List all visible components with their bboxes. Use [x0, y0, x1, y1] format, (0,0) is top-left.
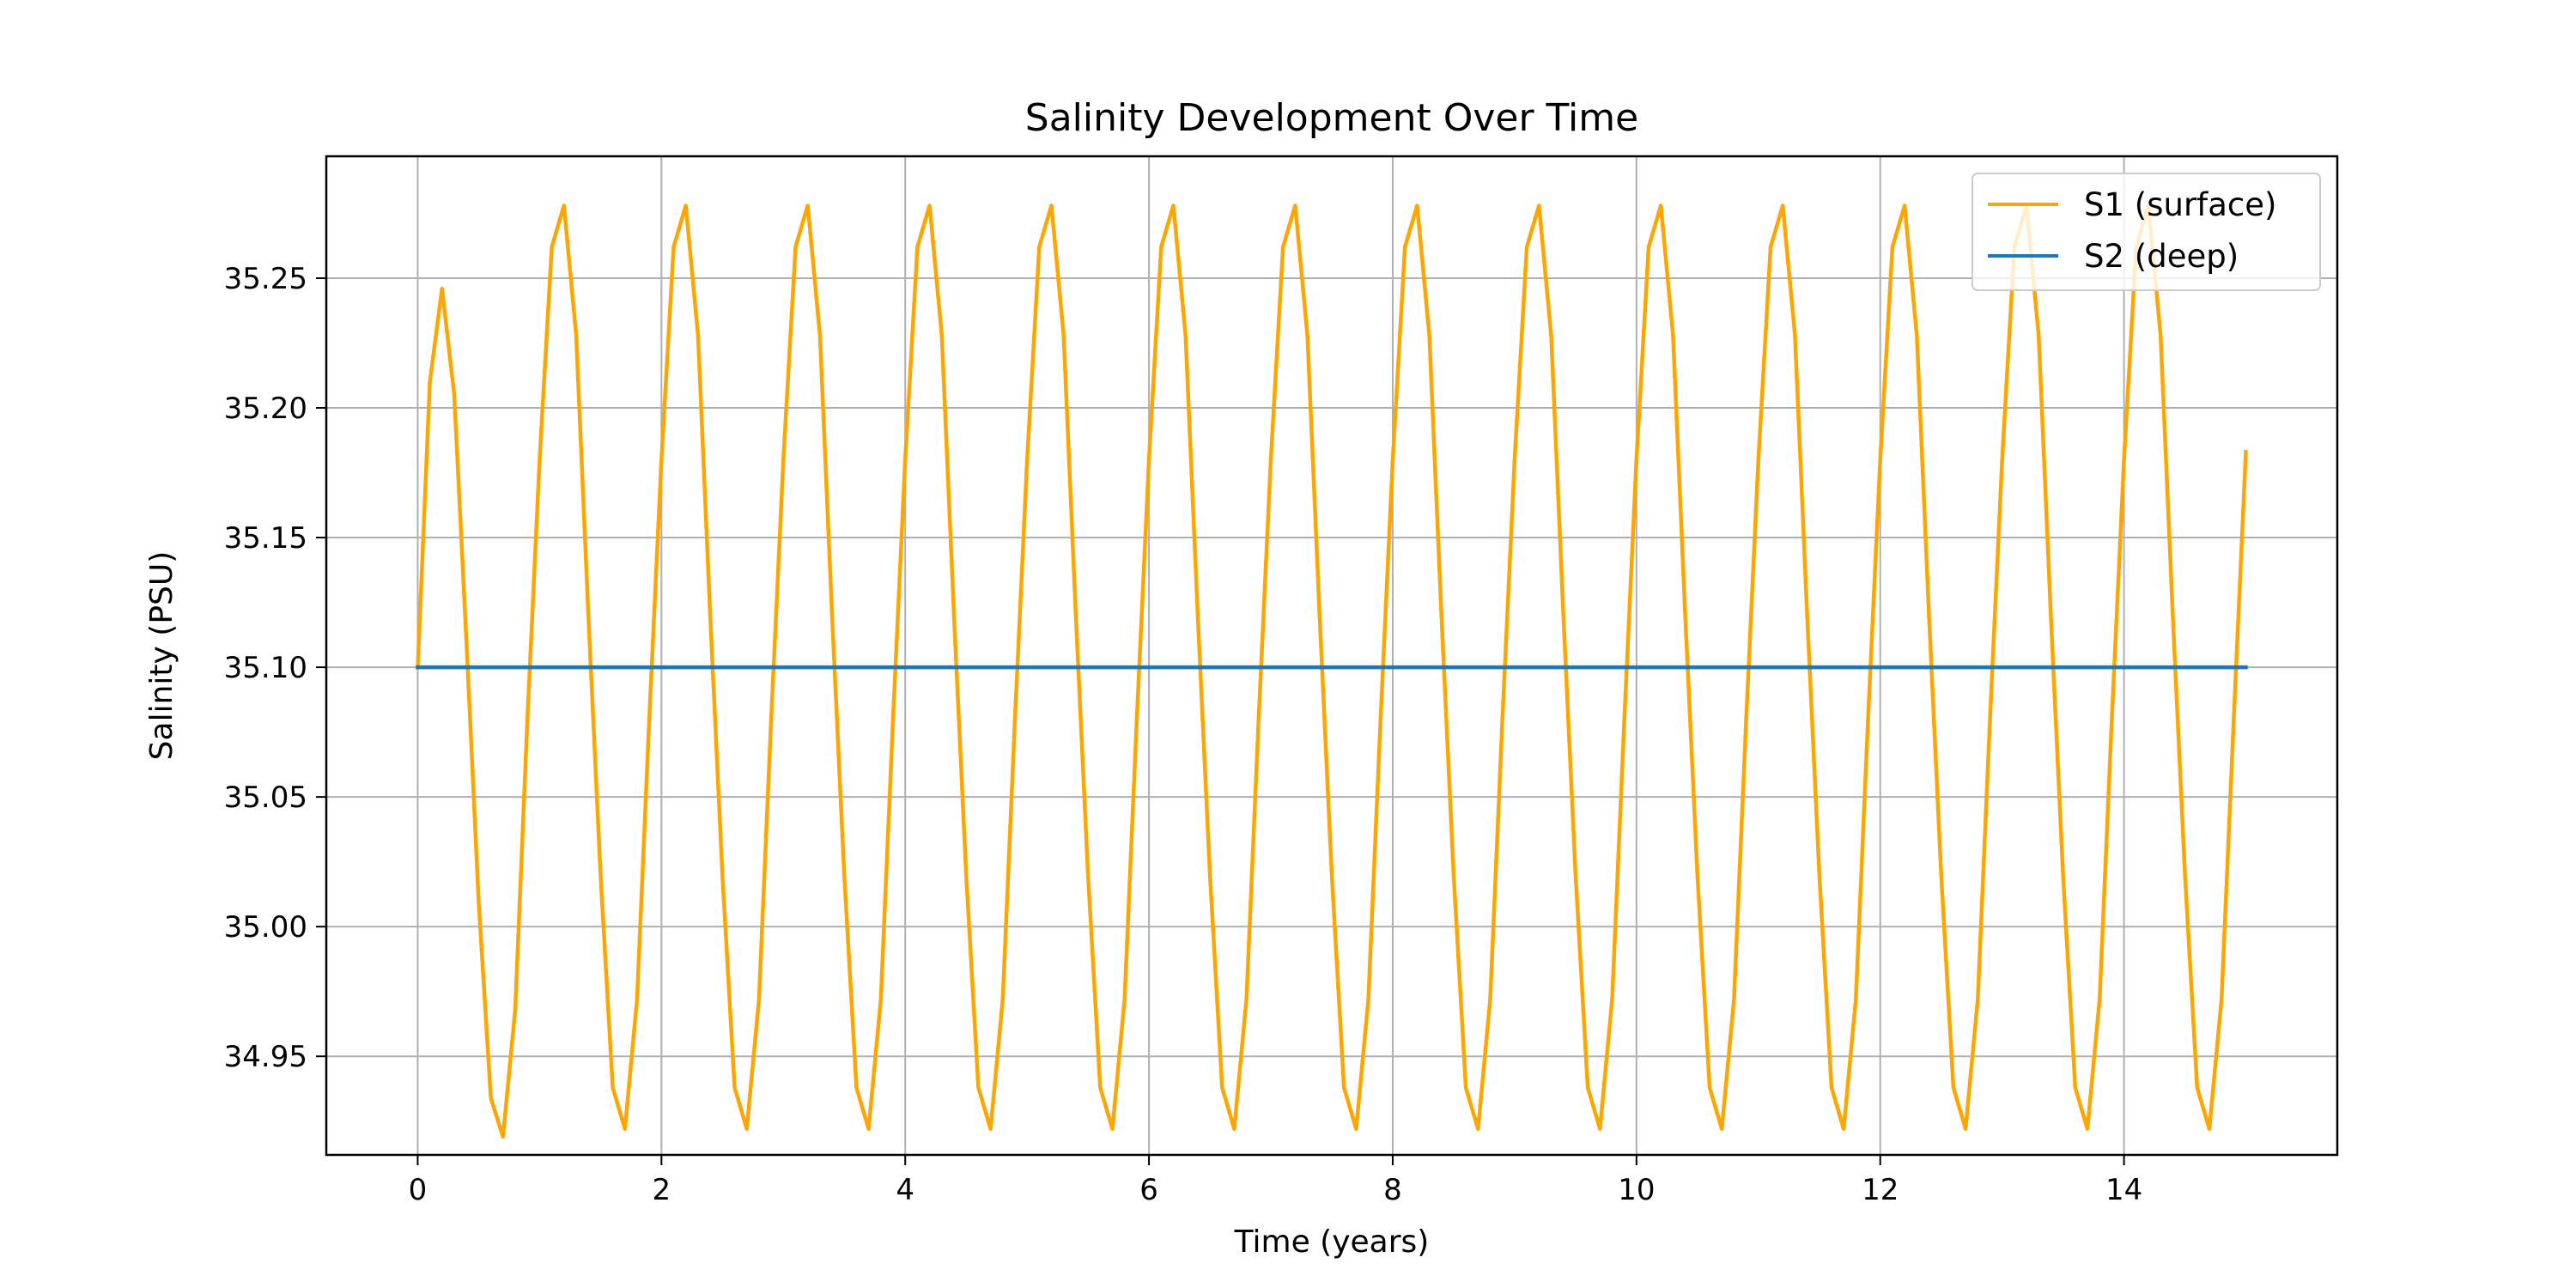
series-layer [416, 204, 2248, 1139]
y-tick-label: 35.00 [224, 910, 307, 945]
y-axis-label: Salinity (PSU) [144, 551, 179, 761]
x-tick-label: 6 [1139, 1173, 1158, 1207]
y-tick-label: 35.20 [224, 392, 307, 426]
legend: S1 (surface) S2 (deep) [1971, 173, 2321, 291]
x-tick-label: 14 [2105, 1173, 2142, 1207]
y-tick-label: 35.05 [224, 781, 307, 815]
grid [326, 156, 2337, 1155]
x-tick-label: 8 [1383, 1173, 1402, 1207]
x-axis-label: Time (years) [1234, 1224, 1430, 1260]
y-tick-label: 34.95 [224, 1040, 307, 1074]
plot-frame [325, 155, 2339, 1157]
y-tick-label: 35.10 [224, 651, 307, 685]
legend-entry-s2: S2 (deep) [2084, 238, 2239, 275]
ticks: 0 2 4 6 8 10 12 14 34.95 35.00 35.05 35.10 35.15 35.2… [224, 262, 2143, 1207]
legend-box [1971, 173, 2321, 291]
x-tick-label: 0 [409, 1173, 428, 1207]
series-line-s1-surface [416, 204, 2248, 1139]
chart-title: Salinity Development Over Time [1025, 96, 1638, 140]
x-tick-label: 10 [1618, 1173, 1655, 1207]
x-tick-label: 2 [653, 1173, 671, 1207]
x-tick-label: 4 [896, 1173, 914, 1207]
legend-entry-s1: S1 (surface) [2084, 186, 2276, 223]
y-tick-label: 35.15 [224, 521, 307, 556]
x-tick-label: 12 [1862, 1173, 1899, 1207]
y-tick-label: 35.25 [224, 262, 307, 296]
